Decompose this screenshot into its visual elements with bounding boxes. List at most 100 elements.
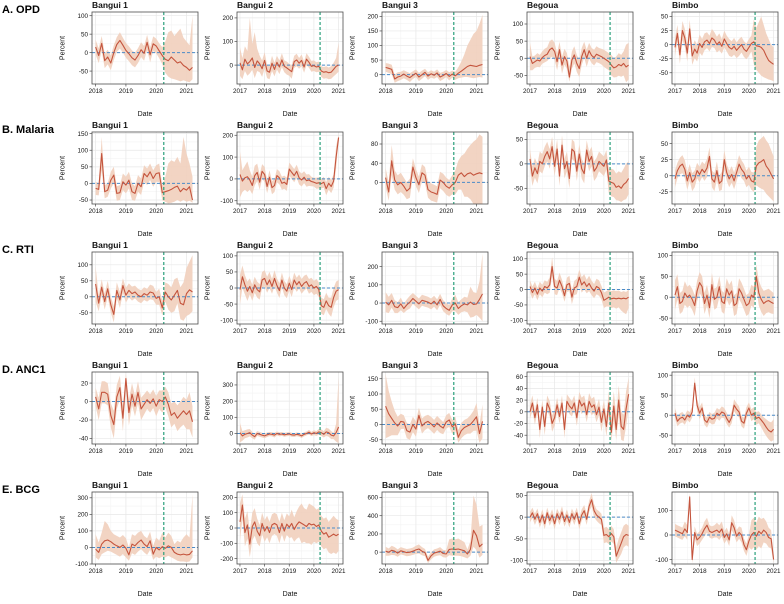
x-axis-label: Date xyxy=(428,591,443,598)
y-tick-label: 60 xyxy=(516,374,524,381)
y-tick-label: 0 xyxy=(664,42,668,49)
x-tick-label: 2018 xyxy=(258,328,273,335)
y-tick-label: 200 xyxy=(367,14,378,21)
y-axis-label: Percent xyxy=(495,156,502,180)
x-tick-label: 2019 xyxy=(409,208,424,215)
panel-border xyxy=(526,251,634,325)
y-tick-label: 0 xyxy=(519,409,523,416)
confidence-band xyxy=(530,377,629,442)
x-tick-label: 2020 xyxy=(742,208,757,215)
x-axis-label: Date xyxy=(573,351,588,358)
x-tick-label: 2020 xyxy=(149,448,164,455)
y-tick-label: 0 xyxy=(84,545,88,552)
y-axis-label: Percent xyxy=(350,396,357,420)
x-tick-label: 2020 xyxy=(149,208,164,215)
x-tick-label: 2018 xyxy=(258,208,273,215)
y-tick-label: 0 xyxy=(374,72,378,79)
panel-title: Bimbo xyxy=(672,480,698,490)
y-tick-label: 50 xyxy=(81,31,89,38)
x-tick-label: 2018 xyxy=(379,88,394,95)
y-axis-label: Percent xyxy=(60,396,67,420)
confidence-band xyxy=(675,377,774,442)
y-tick-label: 50 xyxy=(371,57,379,64)
panel-title: Bangui 3 xyxy=(382,0,418,10)
panel-border xyxy=(91,11,199,85)
percent-change-line xyxy=(529,144,630,189)
y-tick-label: 0 xyxy=(229,431,233,438)
y-tick-label: 0 xyxy=(519,514,523,521)
x-tick-label: 2021 xyxy=(469,328,484,335)
y-axis-label: Percent xyxy=(60,276,67,300)
percent-change-line xyxy=(95,283,193,315)
x-tick-label: 2021 xyxy=(622,568,637,575)
x-tick-label: 2019 xyxy=(409,568,424,575)
y-tick-label: 100 xyxy=(222,510,233,517)
chart-panel-c-rti-begoua: 100 50 0 -50 -100 2017 2018 2019 2020 2021 Begoua P… xyxy=(492,240,637,360)
x-tick-label: 2021 xyxy=(767,568,782,575)
x-axis-label: Date xyxy=(283,471,298,478)
row-label: C. RTI xyxy=(2,244,34,256)
y-axis-label: Percent xyxy=(640,156,647,180)
x-axis-label: Date xyxy=(718,351,733,358)
x-tick-label: 2018 xyxy=(693,208,708,215)
y-axis-label: Percent xyxy=(205,396,212,420)
chart-panel-c-rti-bangui-3: 200 100 0 -100 2018 2019 2020 2021 Bangui 3 Perce… xyxy=(347,240,492,360)
y-tick-label: 0 xyxy=(519,55,523,62)
y-tick-label: 100 xyxy=(222,39,233,46)
x-tick-label: 2017 xyxy=(523,208,538,215)
y-tick-label: 0 xyxy=(664,532,668,539)
percent-change-line xyxy=(529,394,630,433)
x-tick-label: 2021 xyxy=(332,88,347,95)
x-axis-label: Date xyxy=(428,111,443,118)
chart-panel-e-bcg-bangui-2: 200 100 0 -100 -200 2017 2018 2019 2020 2021 Bangu… xyxy=(202,480,347,600)
percent-change-line xyxy=(385,529,483,561)
y-tick-label: -100 xyxy=(655,557,668,564)
x-tick-label: 2019 xyxy=(409,328,424,335)
y-tick-label: 100 xyxy=(77,13,88,20)
x-axis-label: Date xyxy=(573,231,588,238)
panel-border xyxy=(91,131,199,205)
y-axis-label: Percent xyxy=(205,276,212,300)
percent-change-line xyxy=(239,276,339,308)
x-tick-label: 2020 xyxy=(597,328,612,335)
y-tick-label: -100 xyxy=(510,558,523,565)
figure-row: A. OPD 100 50 0 -50 2018 2019 2020 2021 Bangui 1 P… xyxy=(0,0,784,120)
y-tick-label: 50 xyxy=(516,38,524,45)
x-tick-label: 2020 xyxy=(742,448,757,455)
chart-panel-a-opd-bimbo: 50 25 0 -25 -50 2017 2018 2019 2020 2021 Bimbo Perc… xyxy=(637,0,782,120)
confidence-band xyxy=(530,493,629,563)
confidence-band xyxy=(530,135,629,202)
chart-panel-b-malaria-bangui-2: 200 100 0 -100 2017 2018 2019 2020 2021 Bangui 2 P… xyxy=(202,120,347,240)
y-tick-label: 100 xyxy=(77,528,88,535)
x-tick-label: 2021 xyxy=(469,448,484,455)
percent-change-line xyxy=(529,265,629,301)
percent-change-line xyxy=(239,426,340,438)
y-tick-label: -50 xyxy=(79,197,89,204)
x-axis-label: Date xyxy=(718,591,733,598)
x-tick-label: 2021 xyxy=(332,448,347,455)
percent-change-line xyxy=(674,155,775,184)
x-tick-label: 2020 xyxy=(597,448,612,455)
confidence-band xyxy=(95,255,193,323)
x-axis-label: Date xyxy=(138,231,153,238)
x-tick-label: 2021 xyxy=(332,328,347,335)
x-axis-label: Date xyxy=(573,591,588,598)
row-label: B. Malaria xyxy=(2,124,54,136)
chart-panel-b-malaria-begoua: 50 0 -50 2017 2018 2019 2020 2021 Begoua Percent D… xyxy=(492,120,637,240)
x-tick-label: 2018 xyxy=(379,328,394,335)
panel-border xyxy=(381,491,489,565)
y-tick-label: 100 xyxy=(367,282,378,289)
y-axis-label: Percent xyxy=(640,36,647,60)
chart-panel-b-malaria-bimbo: 50 25 0 -25 2017 2018 2019 2020 2021 Bimbo Percent… xyxy=(637,120,782,240)
y-tick-label: 25 xyxy=(661,28,669,35)
y-axis-label: Percent xyxy=(205,156,212,180)
x-tick-label: 2020 xyxy=(149,568,164,575)
panel-border xyxy=(671,131,779,205)
x-tick-label: 2019 xyxy=(717,88,732,95)
panel-border xyxy=(671,11,779,85)
x-tick-label: 2020 xyxy=(307,328,322,335)
figure-row: E. BCG 300 200 100 0 -100 2018 2019 2020 2021 Bang… xyxy=(0,480,784,600)
y-tick-label: -50 xyxy=(79,68,89,75)
y-axis-label: Percent xyxy=(640,516,647,540)
y-tick-label: 20 xyxy=(81,380,89,387)
